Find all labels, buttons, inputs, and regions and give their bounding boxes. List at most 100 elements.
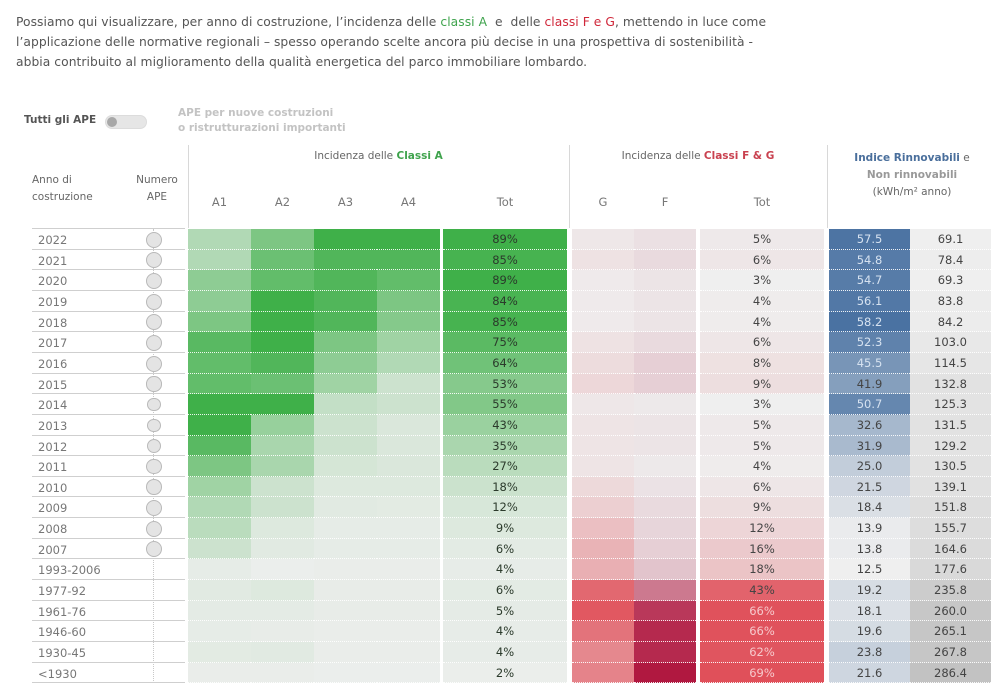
heatmap-cell-f[interactable] (634, 312, 696, 332)
heatmap-cell-fg-tot[interactable]: 66% (700, 621, 824, 642)
heatmap-cell-a4[interactable] (377, 250, 440, 270)
heatmap-cell-a3[interactable] (314, 477, 377, 497)
heatmap-cell-a2[interactable] (251, 415, 314, 436)
heatmap-cell-a3[interactable] (314, 663, 377, 683)
non-renewable-index-cell[interactable]: 267.8 (910, 642, 991, 663)
heatmap-cell-g[interactable] (572, 374, 634, 394)
heatmap-cell-a4[interactable] (377, 580, 440, 601)
heatmap-cell-g[interactable] (572, 621, 634, 642)
heatmap-cell-fg-tot[interactable]: 69% (700, 663, 824, 683)
heatmap-cell-f[interactable] (634, 332, 696, 353)
heatmap-cell-a2[interactable] (251, 456, 314, 477)
heatmap-cell-f[interactable] (634, 270, 696, 291)
heatmap-cell-fg-tot[interactable]: 9% (700, 497, 824, 518)
non-renewable-index-cell[interactable]: 177.6 (910, 559, 991, 580)
heatmap-cell-fg-tot[interactable]: 8% (700, 353, 824, 374)
non-renewable-index-cell[interactable]: 265.1 (910, 621, 991, 642)
heatmap-cell-a-tot[interactable]: 4% (443, 621, 567, 642)
heatmap-cell-a1[interactable] (188, 642, 251, 663)
ape-count-circle[interactable] (146, 479, 162, 495)
heatmap-cell-a3[interactable] (314, 559, 377, 580)
heatmap-cell-g[interactable] (572, 601, 634, 621)
heatmap-cell-a2[interactable] (251, 229, 314, 250)
heatmap-cell-a2[interactable] (251, 559, 314, 580)
heatmap-cell-a3[interactable] (314, 312, 377, 332)
heatmap-cell-a2[interactable] (251, 353, 314, 374)
heatmap-cell-a-tot[interactable]: 6% (443, 580, 567, 601)
heatmap-cell-g[interactable] (572, 436, 634, 456)
renewable-index-cell[interactable]: 19.2 (829, 580, 910, 601)
ape-count-circle[interactable] (147, 418, 161, 433)
heatmap-cell-a4[interactable] (377, 332, 440, 353)
heatmap-cell-fg-tot[interactable]: 4% (700, 312, 824, 332)
heatmap-cell-a-tot[interactable]: 12% (443, 497, 567, 518)
heatmap-cell-f[interactable] (634, 436, 696, 456)
renewable-index-cell[interactable]: 13.9 (829, 518, 910, 539)
toggle-label-all-ape[interactable]: Tutti gli APE (24, 114, 97, 126)
renewable-index-cell[interactable]: 32.6 (829, 415, 910, 436)
heatmap-cell-f[interactable] (634, 477, 696, 497)
heatmap-cell-fg-tot[interactable]: 6% (700, 332, 824, 353)
heatmap-cell-a-tot[interactable]: 27% (443, 456, 567, 477)
heatmap-cell-a4[interactable] (377, 621, 440, 642)
heatmap-cell-g[interactable] (572, 580, 634, 601)
non-renewable-index-cell[interactable]: 69.3 (910, 270, 991, 291)
heatmap-cell-f[interactable] (634, 621, 696, 642)
heatmap-cell-a4[interactable] (377, 497, 440, 518)
heatmap-cell-g[interactable] (572, 539, 634, 559)
non-renewable-index-cell[interactable]: 131.5 (910, 415, 991, 436)
ape-count-circle[interactable] (146, 252, 162, 268)
heatmap-cell-a-tot[interactable]: 2% (443, 663, 567, 683)
heatmap-cell-g[interactable] (572, 394, 634, 415)
heatmap-cell-a-tot[interactable]: 35% (443, 436, 567, 456)
non-renewable-index-cell[interactable]: 139.1 (910, 477, 991, 497)
heatmap-cell-a2[interactable] (251, 250, 314, 270)
heatmap-cell-fg-tot[interactable]: 3% (700, 270, 824, 291)
heatmap-cell-a1[interactable] (188, 518, 251, 539)
heatmap-cell-a2[interactable] (251, 663, 314, 683)
toggle-knob[interactable] (107, 117, 117, 127)
heatmap-cell-g[interactable] (572, 250, 634, 270)
heatmap-cell-a4[interactable] (377, 374, 440, 394)
ape-count-circle[interactable] (147, 397, 161, 412)
ape-count-circle[interactable] (146, 293, 162, 310)
renewable-index-cell[interactable]: 21.6 (829, 663, 910, 683)
heatmap-cell-fg-tot[interactable]: 5% (700, 229, 824, 250)
heatmap-cell-f[interactable] (634, 415, 696, 436)
renewable-index-cell[interactable]: 54.7 (829, 270, 910, 291)
heatmap-cell-a-tot[interactable]: 85% (443, 312, 567, 332)
heatmap-cell-a2[interactable] (251, 518, 314, 539)
heatmap-cell-a3[interactable] (314, 270, 377, 291)
heatmap-cell-fg-tot[interactable]: 66% (700, 601, 824, 621)
heatmap-cell-g[interactable] (572, 353, 634, 374)
heatmap-cell-a1[interactable] (188, 539, 251, 559)
heatmap-cell-a4[interactable] (377, 456, 440, 477)
heatmap-cell-a1[interactable] (188, 621, 251, 642)
ape-count-circle[interactable] (146, 272, 162, 289)
renewable-index-cell[interactable]: 19.6 (829, 621, 910, 642)
heatmap-cell-a3[interactable] (314, 580, 377, 601)
toggle-label-new-construction[interactable]: APE per nuove costruzioni o ristrutturaz… (178, 106, 346, 136)
non-renewable-index-cell[interactable]: 155.7 (910, 518, 991, 539)
heatmap-cell-g[interactable] (572, 518, 634, 539)
ape-count-circle[interactable] (146, 458, 162, 475)
heatmap-cell-a4[interactable] (377, 394, 440, 415)
heatmap-cell-a3[interactable] (314, 518, 377, 539)
non-renewable-index-cell[interactable]: 114.5 (910, 353, 991, 374)
heatmap-cell-g[interactable] (572, 291, 634, 312)
heatmap-cell-a-tot[interactable]: 5% (443, 601, 567, 621)
heatmap-cell-f[interactable] (634, 394, 696, 415)
heatmap-cell-f[interactable] (634, 518, 696, 539)
heatmap-cell-f[interactable] (634, 601, 696, 621)
heatmap-cell-a3[interactable] (314, 415, 377, 436)
heatmap-cell-a1[interactable] (188, 374, 251, 394)
heatmap-cell-a3[interactable] (314, 394, 377, 415)
heatmap-cell-a2[interactable] (251, 621, 314, 642)
non-renewable-index-cell[interactable]: 286.4 (910, 663, 991, 683)
heatmap-cell-a2[interactable] (251, 497, 314, 518)
renewable-index-cell[interactable]: 57.5 (829, 229, 910, 250)
non-renewable-index-cell[interactable]: 103.0 (910, 332, 991, 353)
heatmap-cell-g[interactable] (572, 415, 634, 436)
heatmap-cell-g[interactable] (572, 229, 634, 250)
heatmap-cell-a1[interactable] (188, 497, 251, 518)
